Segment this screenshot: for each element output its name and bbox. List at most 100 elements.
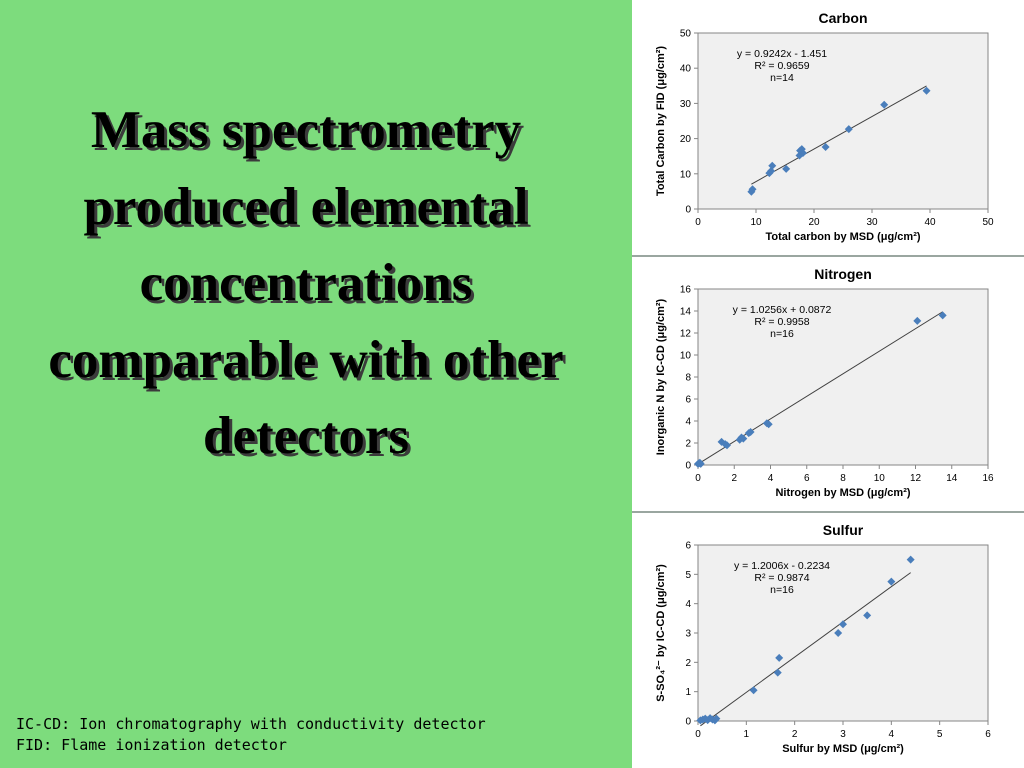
data-point <box>723 441 731 450</box>
data-point <box>764 420 773 429</box>
data-point <box>703 716 712 725</box>
y-tick-label: 16 <box>680 285 692 296</box>
data-point <box>775 653 784 662</box>
x-tick-label: 3 <box>840 729 846 740</box>
footnotes: IC-CD: Ion chromatography with conductiv… <box>16 714 486 756</box>
carbon-chart: Carbon 0 10 20 30 40 50 0 10 20 30 40 50 Total carbon… <box>655 10 994 243</box>
x-tick-label: 0 <box>695 217 701 228</box>
trendline <box>700 572 911 727</box>
data-point <box>768 161 777 170</box>
x-tick-label: 1 <box>744 729 750 740</box>
regression-annotation: R² = 0.9874 <box>754 572 809 584</box>
data-point <box>749 686 758 695</box>
regression-annotation: n=14 <box>770 72 794 84</box>
chart-title: Carbon <box>819 10 868 26</box>
slide-headline: Mass spectrometry produced elemental con… <box>48 101 564 465</box>
regression-annotation: y = 1.2006x - 0.2234 <box>734 560 830 572</box>
footnote-ic-cd: IC-CD: Ion chromatography with conductiv… <box>16 715 486 733</box>
plot-area <box>697 32 989 210</box>
data-point <box>696 459 705 468</box>
y-tick-label: 10 <box>680 169 692 180</box>
x-tick-label: 6 <box>985 729 991 740</box>
nitrogen-chart: Nitrogen 0 2 4 6 8 10 12 14 16 0 2 4 6 8 10 12 14 16 Nitrog… <box>655 266 994 499</box>
y-axis-label: S-SO₄²⁻ by IC-CD (μg/cm²) <box>655 564 667 702</box>
x-tick-label: 50 <box>982 217 994 228</box>
x-tick-label: 14 <box>946 473 958 484</box>
regression-annotation: y = 0.9242x - 1.451 <box>737 48 827 60</box>
x-tick-label: 0 <box>695 729 701 740</box>
sulfur-chart: Sulfur 0 1 2 3 4 5 6 0 1 2 3 4 5 6 Sulfur by MSD (μg/cm… <box>655 522 991 755</box>
y-tick-label: 4 <box>685 417 691 428</box>
x-tick-label: 4 <box>768 473 774 484</box>
data-point <box>746 428 755 436</box>
x-tick-label: 30 <box>866 217 878 228</box>
slide-left-panel: Mass spectrometry produced elemental con… <box>16 101 564 756</box>
regression-annotation: R² = 0.9958 <box>754 316 809 328</box>
y-tick-label: 2 <box>685 658 691 669</box>
chart-title: Nitrogen <box>814 266 872 282</box>
x-tick-label: 2 <box>792 729 798 740</box>
y-tick-label: 30 <box>680 99 692 110</box>
sulfur-chart-panel: Sulfur 0 1 2 3 4 5 6 0 1 2 3 4 5 6 Sulfur by MSD (μg/cm… <box>632 514 1024 768</box>
data-point <box>938 311 947 320</box>
plot-area <box>697 288 989 466</box>
regression-annotation: n=16 <box>770 584 794 596</box>
carbon-chart-panel: Carbon 0 10 20 30 40 50 0 10 20 30 40 50 Total carbon… <box>632 2 1024 254</box>
x-tick-label: 5 <box>937 729 943 740</box>
data-point <box>773 668 782 677</box>
y-tick-label: 4 <box>685 599 691 610</box>
y-tick-label: 12 <box>680 329 692 340</box>
chart-divider <box>632 511 1024 513</box>
x-tick-label: 12 <box>910 473 922 484</box>
y-tick-label: 14 <box>680 307 692 318</box>
x-tick-label: 16 <box>982 473 994 484</box>
x-tick-label: 8 <box>840 473 846 484</box>
y-tick-label: 3 <box>685 629 691 640</box>
data-point <box>712 714 721 723</box>
y-axis-label: Inorganic N by IC-CD (μg/cm²) <box>655 298 667 455</box>
y-axis-label: Total Carbon by FID (μg/cm²) <box>655 46 667 196</box>
data-point <box>887 577 896 586</box>
plot-area <box>697 544 989 722</box>
data-point <box>767 166 776 175</box>
x-axis-label: Sulfur by MSD (μg/cm²) <box>782 743 904 755</box>
x-tick-label: 20 <box>808 217 820 228</box>
data-point <box>798 149 807 158</box>
nitrogen-chart-panel: Nitrogen 0 2 4 6 8 10 12 14 16 0 2 4 6 8 10 12 14 16 Nitrog… <box>632 258 1024 510</box>
x-tick-label: 4 <box>889 729 895 740</box>
data-point <box>906 555 915 564</box>
y-tick-label: 6 <box>685 395 691 406</box>
data-point <box>821 143 830 152</box>
y-tick-label: 0 <box>685 717 691 728</box>
regression-annotation: R² = 0.9659 <box>754 60 809 72</box>
x-tick-label: 0 <box>695 473 701 484</box>
y-tick-label: 6 <box>685 541 691 552</box>
data-point <box>834 629 843 637</box>
chart-divider <box>632 255 1024 257</box>
y-tick-label: 50 <box>680 29 692 40</box>
data-point <box>782 164 791 173</box>
y-tick-label: 5 <box>685 570 691 581</box>
y-tick-label: 0 <box>685 205 691 216</box>
data-point <box>863 611 872 620</box>
data-point <box>748 185 757 194</box>
data-point <box>913 316 922 325</box>
x-tick-label: 6 <box>804 473 810 484</box>
y-tick-label: 40 <box>680 64 692 75</box>
x-tick-label: 2 <box>731 473 737 484</box>
regression-annotation: n=16 <box>770 328 794 340</box>
y-tick-label: 2 <box>685 439 691 450</box>
data-point <box>922 86 931 95</box>
trendline <box>751 85 927 185</box>
data-point <box>739 434 748 443</box>
data-point <box>844 125 853 134</box>
x-tick-label: 10 <box>750 217 762 228</box>
x-tick-label: 40 <box>924 217 936 228</box>
y-tick-label: 20 <box>680 134 692 145</box>
data-point <box>839 620 847 629</box>
x-tick-label: 10 <box>874 473 886 484</box>
data-point <box>880 100 889 109</box>
x-axis-label: Nitrogen by MSD (μg/cm²) <box>775 487 910 499</box>
regression-annotation: y = 1.0256x + 0.0872 <box>733 304 832 316</box>
y-tick-label: 0 <box>685 461 691 472</box>
